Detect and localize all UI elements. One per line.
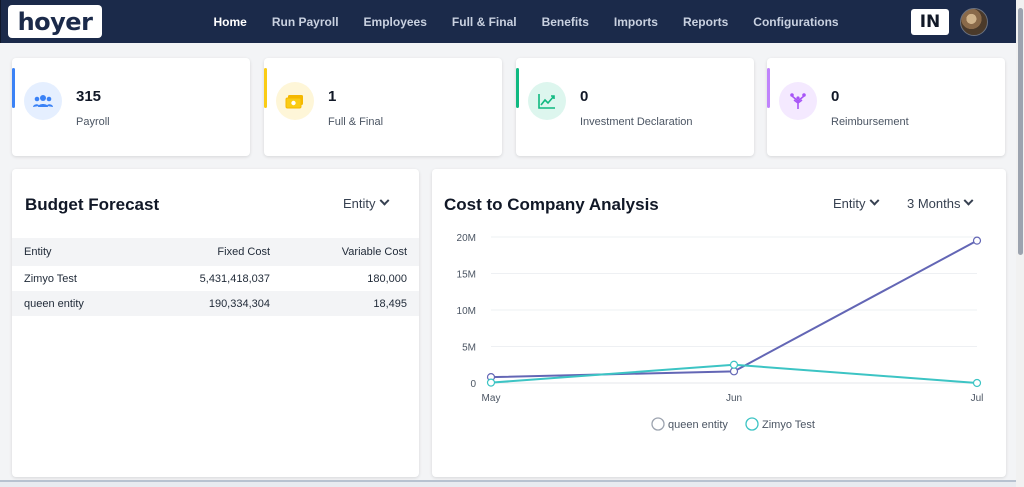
ctc-period-label: 3 Months	[907, 196, 961, 211]
column-header-entity[interactable]: Entity	[12, 238, 142, 266]
series-line-0	[490, 239, 978, 379]
ctc-line-chart: 20M 15M 10M 5M 0 May Jun Jul queen entity Zimyo T…	[457, 233, 984, 431]
reimbursement-label: Reimbursement	[831, 116, 909, 128]
ctc-entity-dropdown[interactable]: Entity	[833, 195, 879, 211]
stat-card-reimbursement[interactable]: 0 Reimbursement	[767, 58, 1005, 156]
column-header-fixed-cost[interactable]: Fixed Cost	[142, 238, 270, 266]
y-tick-label: 5M	[462, 343, 476, 354]
table-row[interactable]: queen entity 190,334,304 18,495	[12, 291, 419, 316]
users-icon	[24, 82, 62, 120]
ctc-title: Cost to Company Analysis	[444, 195, 659, 214]
cell-fixed-cost: 190,334,304	[142, 291, 270, 316]
payroll-label: Payroll	[76, 116, 110, 128]
top-navbar: hoyer Home Run Payroll Employees Full & …	[0, 0, 1016, 43]
y-tick-label: 0	[470, 379, 476, 390]
nav-run-payroll[interactable]: Run Payroll	[271, 14, 339, 29]
legend-label[interactable]: queen entity	[668, 419, 728, 431]
table-row[interactable]: Zimyo Test 5,431,418,037 180,000	[12, 266, 419, 291]
column-header-variable-cost[interactable]: Variable Cost	[270, 238, 419, 266]
cell-variable-cost: 18,495	[270, 291, 419, 316]
reimbursement-icon	[779, 82, 817, 120]
table-header-row: Entity Fixed Cost Variable Cost	[12, 238, 419, 266]
cell-fixed-cost: 5,431,418,037	[199, 272, 270, 285]
full-and-final-label: Full & Final	[328, 116, 384, 128]
ctc-entity-label: Entity	[833, 196, 866, 211]
user-avatar[interactable]	[960, 8, 988, 36]
nav-reports[interactable]: Reports	[682, 14, 729, 29]
full-and-final-count: 1	[328, 88, 337, 105]
trend-icon	[528, 82, 566, 120]
stat-card-payroll[interactable]: 315 Payroll	[12, 58, 250, 156]
data-point	[972, 378, 982, 388]
nav-home[interactable]: Home	[213, 14, 247, 29]
cash-icon	[276, 82, 314, 120]
company-logo[interactable]: hoyer	[8, 5, 102, 38]
budget-entity-dropdown[interactable]: Entity	[343, 195, 389, 211]
reimbursement-count: 0	[831, 88, 840, 105]
chevron-down-icon	[379, 195, 389, 206]
stat-card-full-and-final[interactable]: 1 Full & Final	[264, 58, 502, 156]
card-accent	[767, 68, 770, 108]
legend-marker[interactable]	[745, 417, 759, 431]
page-bottom-edge	[0, 480, 1016, 487]
data-point	[729, 367, 739, 376]
x-tick-label: Jul	[971, 393, 984, 404]
nav-configurations[interactable]: Configurations	[753, 14, 839, 29]
investment-declaration-label: Investment Declaration	[580, 116, 693, 128]
card-accent	[12, 68, 15, 108]
y-tick-label: 15M	[457, 270, 476, 281]
legend-marker[interactable]	[651, 417, 665, 431]
nav-imports[interactable]: Imports	[613, 14, 658, 29]
investment-declaration-count: 0	[580, 88, 589, 105]
scrollbar-thumb[interactable]	[1018, 8, 1023, 255]
cell-entity: queen entity	[12, 291, 142, 316]
payroll-count: 315	[76, 88, 102, 105]
ctc-analysis-panel: Cost to Company Analysis Entity 3 Months…	[432, 169, 1006, 477]
budget-forecast-title: Budget Forecast	[25, 195, 160, 214]
x-tick-label: Jun	[726, 393, 742, 404]
cell-variable-cost: 180,000	[367, 272, 407, 285]
budget-forecast-panel: Budget Forecast Entity Entity Fixed Cost…	[12, 169, 419, 477]
nav-benefits[interactable]: Benefits	[541, 14, 589, 29]
x-tick-label: May	[482, 393, 501, 404]
budget-entity-label: Entity	[343, 196, 376, 211]
budget-table: Entity Fixed Cost Variable Cost Zimyo Te…	[12, 238, 419, 316]
cell-entity: Zimyo Test	[24, 272, 77, 285]
card-accent	[264, 68, 267, 108]
data-point	[486, 378, 496, 387]
y-tick-label: 10M	[457, 306, 476, 317]
data-point	[729, 360, 739, 369]
nav-full-and-final[interactable]: Full & Final	[451, 14, 517, 29]
nav-employees[interactable]: Employees	[363, 14, 427, 29]
card-accent	[516, 68, 519, 108]
y-tick-label: 20M	[457, 233, 476, 244]
data-point	[972, 236, 982, 245]
stat-card-investment-declaration[interactable]: 0 Investment Declaration	[516, 58, 754, 156]
main-nav: Home Run Payroll Employees Full & Final …	[201, 0, 851, 43]
country-selector[interactable]: IN	[911, 9, 949, 35]
logo-text: hoyer	[17, 7, 93, 36]
legend-label[interactable]: Zimyo Test	[762, 419, 815, 431]
ctc-period-dropdown[interactable]: 3 Months	[907, 195, 974, 211]
